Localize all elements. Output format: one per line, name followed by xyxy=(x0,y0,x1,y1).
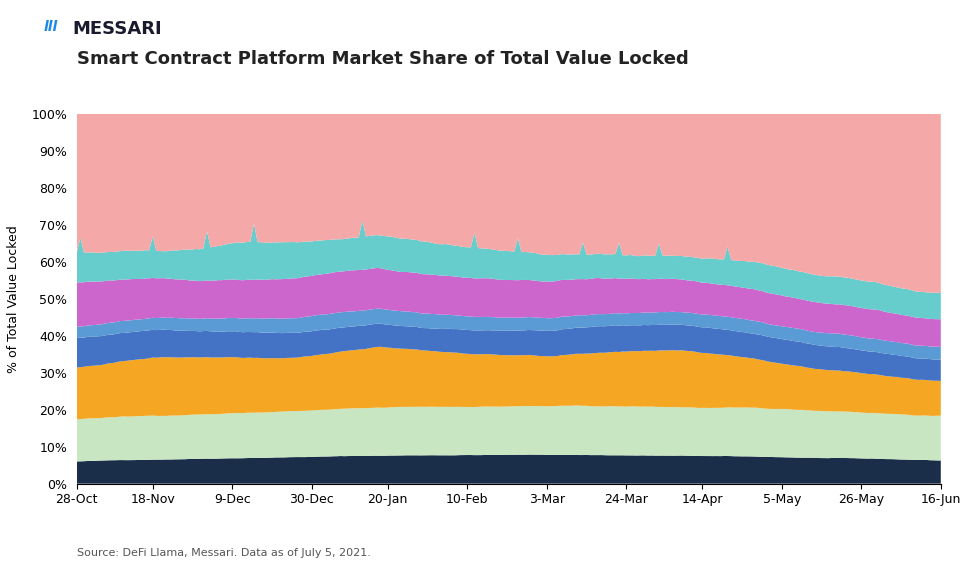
Legend: Curve, AAVE, MakerDAO, Compound, Yearn-Finance, Uniswap, SushiSwap, Other: Curve, AAVE, MakerDAO, Compound, Yearn-F… xyxy=(166,566,852,569)
Text: Source: DeFi Llama, Messari. Data as of July 5, 2021.: Source: DeFi Llama, Messari. Data as of … xyxy=(77,547,371,558)
Text: MESSARI: MESSARI xyxy=(72,20,161,38)
Text: Smart Contract Platform Market Share of Total Value Locked: Smart Contract Platform Market Share of … xyxy=(77,50,688,68)
Text: lll: lll xyxy=(43,20,58,34)
Y-axis label: % of Total Value Locked: % of Total Value Locked xyxy=(7,225,20,373)
